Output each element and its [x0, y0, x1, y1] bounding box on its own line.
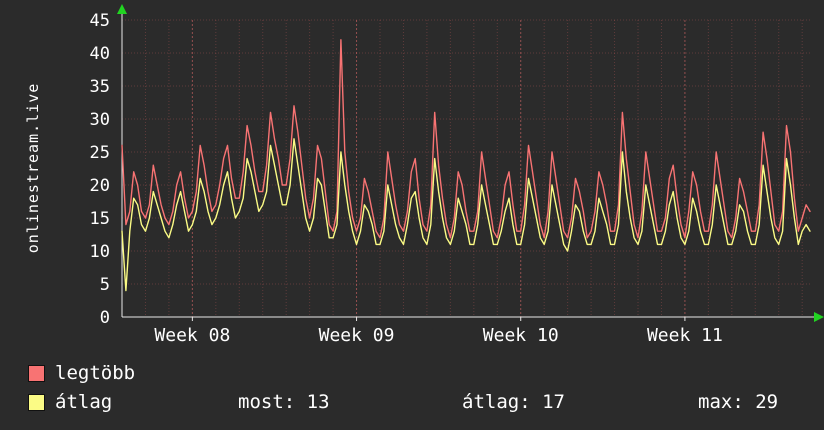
y-axis-arrow: [117, 4, 127, 14]
stat-most: most: 13: [238, 391, 330, 413]
x-tick-label: Week 09: [319, 325, 395, 346]
y-tick-label: 35: [90, 77, 110, 97]
y-tick-label: 40: [90, 44, 110, 64]
atlag-color-swatch: [28, 393, 45, 411]
series-line-legtöbb: [121, 39, 811, 239]
stat-atlag: átlag: 17: [462, 391, 565, 413]
y-tick-label: 25: [90, 143, 110, 163]
stat-max: max: 29: [698, 391, 779, 413]
y-tick-label: 0: [100, 308, 110, 328]
legtobb-color-swatch: [28, 364, 45, 382]
y-tick-label: 15: [90, 209, 110, 229]
y-tick-label: 45: [90, 11, 110, 31]
atlag-label: átlag: [55, 391, 113, 413]
x-axis-arrow: [814, 312, 824, 322]
legend-item-legtobb: legtöbb: [28, 362, 135, 384]
y-tick-label: 5: [100, 275, 110, 295]
series-line-átlag: [121, 138, 811, 292]
y-tick-label: 30: [90, 110, 110, 130]
x-tick-label: Week 08: [154, 325, 230, 346]
x-tick-label: Week 10: [483, 325, 559, 346]
legend-item-atlag: átlag: [28, 391, 112, 413]
y-tick-label: 10: [90, 242, 110, 262]
y-tick-label: 20: [90, 176, 110, 196]
x-tick-label: Week 11: [647, 325, 723, 346]
legtobb-label: legtöbb: [55, 362, 136, 384]
